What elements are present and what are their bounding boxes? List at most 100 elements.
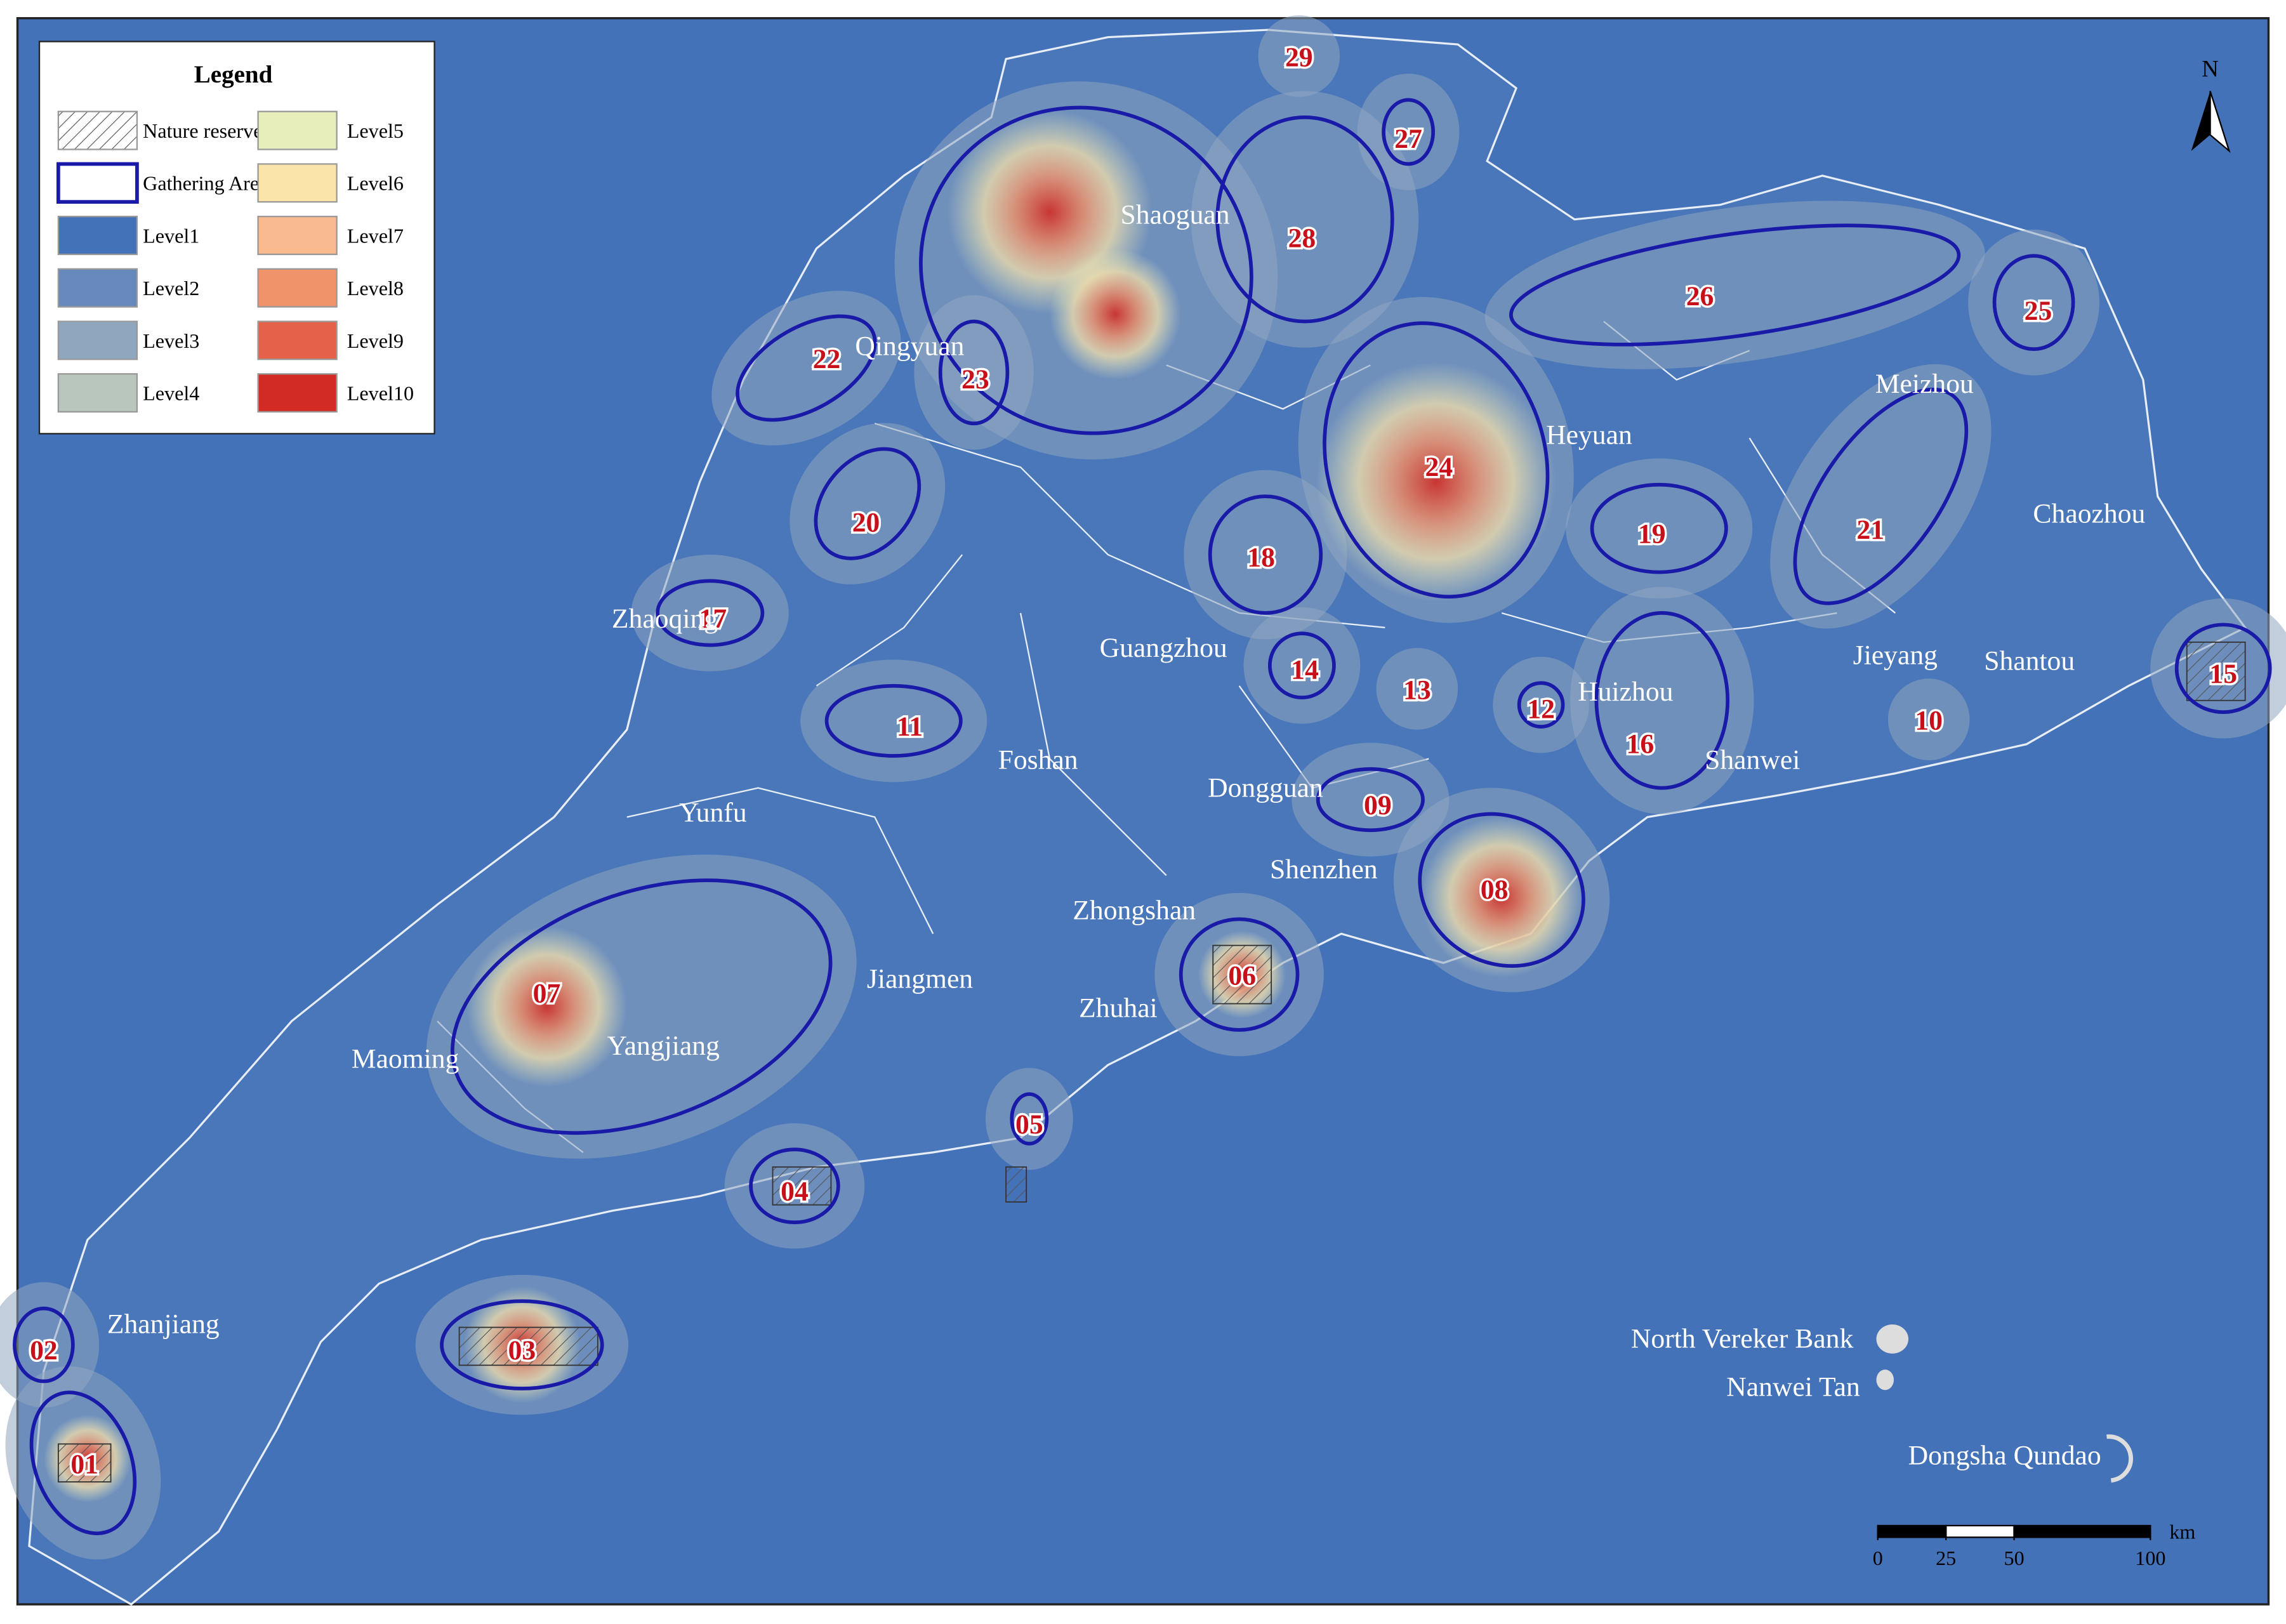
city-label: Zhaoqing — [612, 604, 718, 634]
halo — [1258, 15, 1340, 97]
city-label: Jieyang — [1853, 640, 1938, 670]
gathering-areas — [13, 98, 2272, 1536]
scale-segment — [1945, 1524, 2015, 1538]
city-label: North Vereker Bank — [1631, 1324, 1854, 1354]
nature-reserve — [772, 1166, 832, 1206]
halo — [1493, 656, 1589, 753]
nature-reserve — [57, 1443, 112, 1482]
legend-swatch — [257, 163, 338, 203]
area-label: 12 — [1527, 694, 1555, 724]
legend-items: Nature reserves Gathering Area Level1 Level… — [56, 110, 414, 413]
area-label: 26 — [1686, 281, 1714, 312]
halo — [0, 1282, 100, 1408]
halo — [1770, 364, 1992, 629]
area-label: 22 — [813, 344, 841, 374]
island — [2106, 1434, 2133, 1483]
halo — [1968, 229, 2099, 376]
gathering-area — [1316, 767, 1425, 833]
city-label: Qingyuan — [855, 331, 964, 361]
scale-tick-label: 25 — [1936, 1547, 1956, 1569]
legend-swatch — [57, 320, 138, 360]
north-arrow-left — [2191, 91, 2210, 151]
land — [28, 29, 2247, 1606]
gathering-area — [1208, 494, 1323, 615]
area-label: 13 — [1403, 675, 1431, 705]
legend-label: Level6 — [347, 172, 404, 195]
halo — [1184, 470, 1347, 640]
gathering-area — [13, 1306, 75, 1383]
gathering-area — [919, 105, 1253, 435]
legend-label: Level7 — [347, 224, 404, 247]
gathering-area — [1793, 387, 1969, 605]
north-arrow: N — [2191, 56, 2231, 154]
gathering-area — [1590, 482, 1728, 574]
city-label: Shaoguan — [1121, 200, 1230, 230]
city-label: Zhongshan — [1073, 895, 1196, 925]
area-label: 02 — [30, 1335, 58, 1366]
island — [1876, 1370, 1894, 1390]
area-label: 07 — [533, 978, 561, 1008]
area-label: 20 — [852, 507, 880, 538]
scale-unit: km — [2169, 1521, 2195, 1543]
legend-title: Legend — [194, 61, 273, 88]
area-label: 06 — [1228, 961, 1256, 991]
area-label: 08 — [1481, 875, 1509, 905]
city-label: Foshan — [998, 745, 1078, 776]
area-label: 14 — [1291, 654, 1319, 685]
halo — [800, 659, 988, 782]
halo — [1566, 458, 1753, 598]
area-label: 10 — [1915, 706, 1943, 736]
city-label: Shanwei — [1705, 745, 1800, 776]
heat-spot — [466, 926, 627, 1087]
legend-swatch — [257, 373, 338, 413]
city-label: Nanwei Tan — [1726, 1372, 1860, 1403]
legend-label: Level8 — [347, 277, 404, 300]
area-label: 25 — [2025, 296, 2052, 326]
legend-label: Gathering Area — [143, 172, 268, 195]
halo — [1484, 201, 1985, 369]
area-label: 24 — [1425, 452, 1453, 482]
halo — [1376, 648, 1458, 730]
halo — [631, 555, 789, 671]
heat-spot — [1316, 362, 1556, 602]
gathering-area — [824, 683, 963, 758]
area-label: 18 — [1247, 542, 1275, 572]
legend-swatch — [257, 320, 338, 360]
legend-label: Level4 — [143, 382, 199, 405]
legend-swatch — [257, 215, 338, 255]
gathering-area — [1992, 254, 2075, 352]
labels: 01 02 03 04 05 06 07 08 09 10 11 12 13 14 15 16 17 18 19 20… — [28, 40, 2239, 1483]
city-label: Guangzhou — [1100, 633, 1227, 663]
halo — [1292, 743, 1450, 857]
area-label: 09 — [1364, 790, 1392, 821]
area-label: 04 — [781, 1177, 809, 1207]
halo — [1570, 586, 1754, 814]
area-label: 11 — [897, 711, 923, 742]
city-label: Chaozhou — [2033, 499, 2145, 529]
gathering-area — [1267, 631, 1336, 700]
heat-spot — [1049, 248, 1181, 380]
legend-swatch — [56, 162, 139, 204]
city-label: Heyuan — [1546, 419, 1632, 450]
scale-segment — [1877, 1524, 1947, 1538]
area-label: 16 — [1627, 729, 1655, 759]
gathering-area — [1010, 1092, 1049, 1145]
area-label: 28 — [1288, 223, 1316, 253]
gathering-area — [1179, 917, 1300, 1032]
legend-label: Level1 — [143, 224, 199, 247]
gathering-area — [814, 447, 922, 560]
city-label: Yunfu — [679, 797, 747, 828]
city-label: Zhuhai — [1079, 993, 1158, 1023]
city-label: Shenzhen — [1270, 854, 1378, 885]
legend-label: Level2 — [143, 277, 199, 300]
gathering-area — [749, 1147, 840, 1225]
area-label: 15 — [2209, 659, 2237, 689]
area-label: 23 — [961, 364, 989, 395]
gathering-area — [1509, 223, 1961, 347]
nature-reserve — [458, 1326, 598, 1366]
area-label: 03 — [508, 1335, 536, 1366]
area-label: 17 — [699, 604, 727, 634]
gathering-area — [736, 314, 877, 422]
